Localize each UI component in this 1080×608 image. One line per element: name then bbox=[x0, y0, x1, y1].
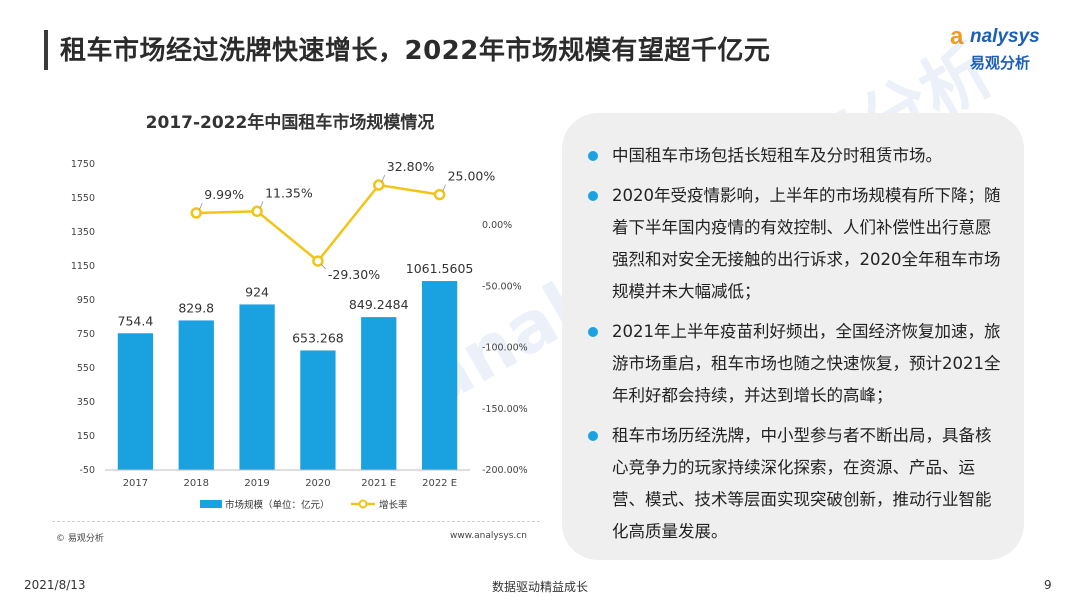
title-accent-bar bbox=[44, 30, 48, 70]
y-right-tick-label: 0.00% bbox=[482, 220, 512, 231]
growth-rate-point bbox=[373, 179, 385, 191]
legend-line-label: 增长率 bbox=[379, 499, 408, 511]
bar-value-label: 849.2484 bbox=[349, 297, 409, 312]
growth-label-leader bbox=[320, 263, 327, 270]
x-tick-label: 2019 bbox=[244, 478, 269, 489]
summary-text: 中国租车市场包括长短租车及分时租赁市场。 bbox=[612, 146, 942, 165]
legend-bar-label: 市场规模（单位：亿元） bbox=[225, 499, 330, 511]
y-left-tick-label: 150 bbox=[77, 431, 95, 442]
bar-value-label: 653.268 bbox=[292, 330, 344, 345]
bar-value-label: 754.4 bbox=[118, 313, 154, 328]
bar-2022E bbox=[421, 281, 458, 470]
y-right-tick-label: -50.00% bbox=[482, 281, 522, 292]
bar-2018 bbox=[178, 320, 214, 470]
summary-panel bbox=[562, 113, 1024, 560]
summary-item: 2021年上半年疫苗利好频出，全国经济恢复加速，旅游市场重启，租车市场也随之快速… bbox=[586, 316, 1006, 412]
growth-label-leader bbox=[442, 184, 446, 192]
summary-text: 2021年上半年疫苗利好频出，全国经济恢复加速，旅游市场重启，租车市场也随之快速… bbox=[612, 322, 1001, 405]
legend-bar-swatch bbox=[200, 500, 222, 508]
bar-2021E bbox=[361, 317, 397, 470]
y-left-tick-label: -50 bbox=[79, 465, 95, 476]
growth-label-leader bbox=[381, 174, 386, 183]
growth-rate-point bbox=[312, 255, 324, 267]
growth-rate-point bbox=[433, 188, 446, 201]
growth-rate-point bbox=[190, 207, 202, 219]
summary-item: 2020年受疫情影响，上半年的市场规模有所下降；随着下半年国内疫情的有效控制、人… bbox=[586, 180, 1006, 308]
summary-text: 租车市场历经洗牌，中小型参与者不断出局，具备核心竞争力的玩家持续深化探索，在资源… bbox=[612, 426, 992, 541]
y-right-tick-label: -100.00% bbox=[482, 343, 528, 354]
x-tick-label: 2020 bbox=[305, 478, 330, 489]
y-left-tick-label: 550 bbox=[77, 363, 95, 374]
legend-line-marker bbox=[358, 499, 368, 509]
y-left-tick-label: 1150 bbox=[71, 261, 95, 272]
growth-rate-label: 9.99% bbox=[204, 187, 244, 202]
y-right-tick-label: -200.00% bbox=[482, 465, 528, 476]
growth-rate-point bbox=[251, 205, 263, 218]
bar-2017 bbox=[117, 333, 154, 470]
x-tick-label: 2022 E bbox=[422, 478, 457, 489]
footer-slogan: 数据驱动精益成长 bbox=[491, 580, 588, 594]
y-left-tick-label: 950 bbox=[77, 295, 95, 306]
summary-text: 2020年受疫情影响，上半年的市场规模有所下降；随着下半年国内疫情的有效控制、人… bbox=[612, 186, 1001, 301]
source-url: www.analysys.cn bbox=[450, 531, 527, 541]
growth-label-leader bbox=[198, 202, 203, 211]
bar-2019 bbox=[239, 304, 275, 470]
y-left-tick-label: 350 bbox=[77, 397, 95, 408]
page-title: 租车市场经过洗牌快速增长，2022年市场规模有望超千亿元 bbox=[60, 36, 771, 66]
source-copyright: © 易观分析 bbox=[56, 534, 104, 544]
bar-value-label: 1061.5605 bbox=[406, 261, 474, 276]
bullet-dot-icon bbox=[588, 191, 598, 201]
page-number: 9 bbox=[1044, 578, 1052, 592]
y-left-tick-label: 1750 bbox=[71, 159, 95, 170]
growth-rate-label: 11.35% bbox=[265, 185, 313, 200]
y-left-tick-label: 1350 bbox=[71, 227, 95, 238]
y-right-tick-label: -150.00% bbox=[482, 404, 528, 415]
bar-value-label: 924 bbox=[245, 284, 269, 299]
chart-divider bbox=[52, 521, 540, 522]
bar-2020 bbox=[300, 350, 336, 470]
analysys-logo: a nalysys 易观分析 bbox=[950, 22, 1060, 78]
logo-letter-a: a bbox=[950, 23, 964, 50]
footer-date: 2021/8/13 bbox=[24, 578, 86, 592]
y-left-tick-label: 750 bbox=[77, 329, 95, 340]
bullet-dot-icon bbox=[588, 327, 598, 337]
bar-value-label: 829.8 bbox=[178, 300, 214, 315]
market-size-chart: -50 150 350 550 750 950 1150 1350 1550 1750 -200.0… bbox=[71, 159, 528, 511]
logo-cn: 易观分析 bbox=[970, 54, 1031, 72]
summary-item: 租车市场历经洗牌，中小型参与者不断出局，具备核心竞争力的玩家持续深化探索，在资源… bbox=[586, 420, 1006, 548]
chart-title: 2017-2022年中国租车市场规模情况 bbox=[145, 113, 435, 133]
growth-rate-label: -29.30% bbox=[328, 267, 380, 282]
summary-item: 中国租车市场包括长短租车及分时租赁市场。 bbox=[586, 140, 1006, 172]
x-tick-label: 2021 E bbox=[361, 478, 396, 489]
x-tick-label: 2018 bbox=[184, 478, 209, 489]
growth-rate-label: 25.00% bbox=[448, 169, 496, 184]
summary-list: 中国租车市场包括长短租车及分时租赁市场。 2020年受疫情影响，上半年的市场规模… bbox=[586, 140, 1006, 556]
logo-word: nalysys bbox=[970, 26, 1040, 47]
bullet-dot-icon bbox=[588, 431, 598, 441]
growth-label-leader bbox=[259, 201, 264, 209]
y-left-tick-label: 1550 bbox=[71, 193, 95, 204]
x-tick-label: 2017 bbox=[123, 478, 148, 489]
bullet-dot-icon bbox=[588, 151, 598, 161]
growth-rate-label: 32.80% bbox=[387, 159, 435, 174]
